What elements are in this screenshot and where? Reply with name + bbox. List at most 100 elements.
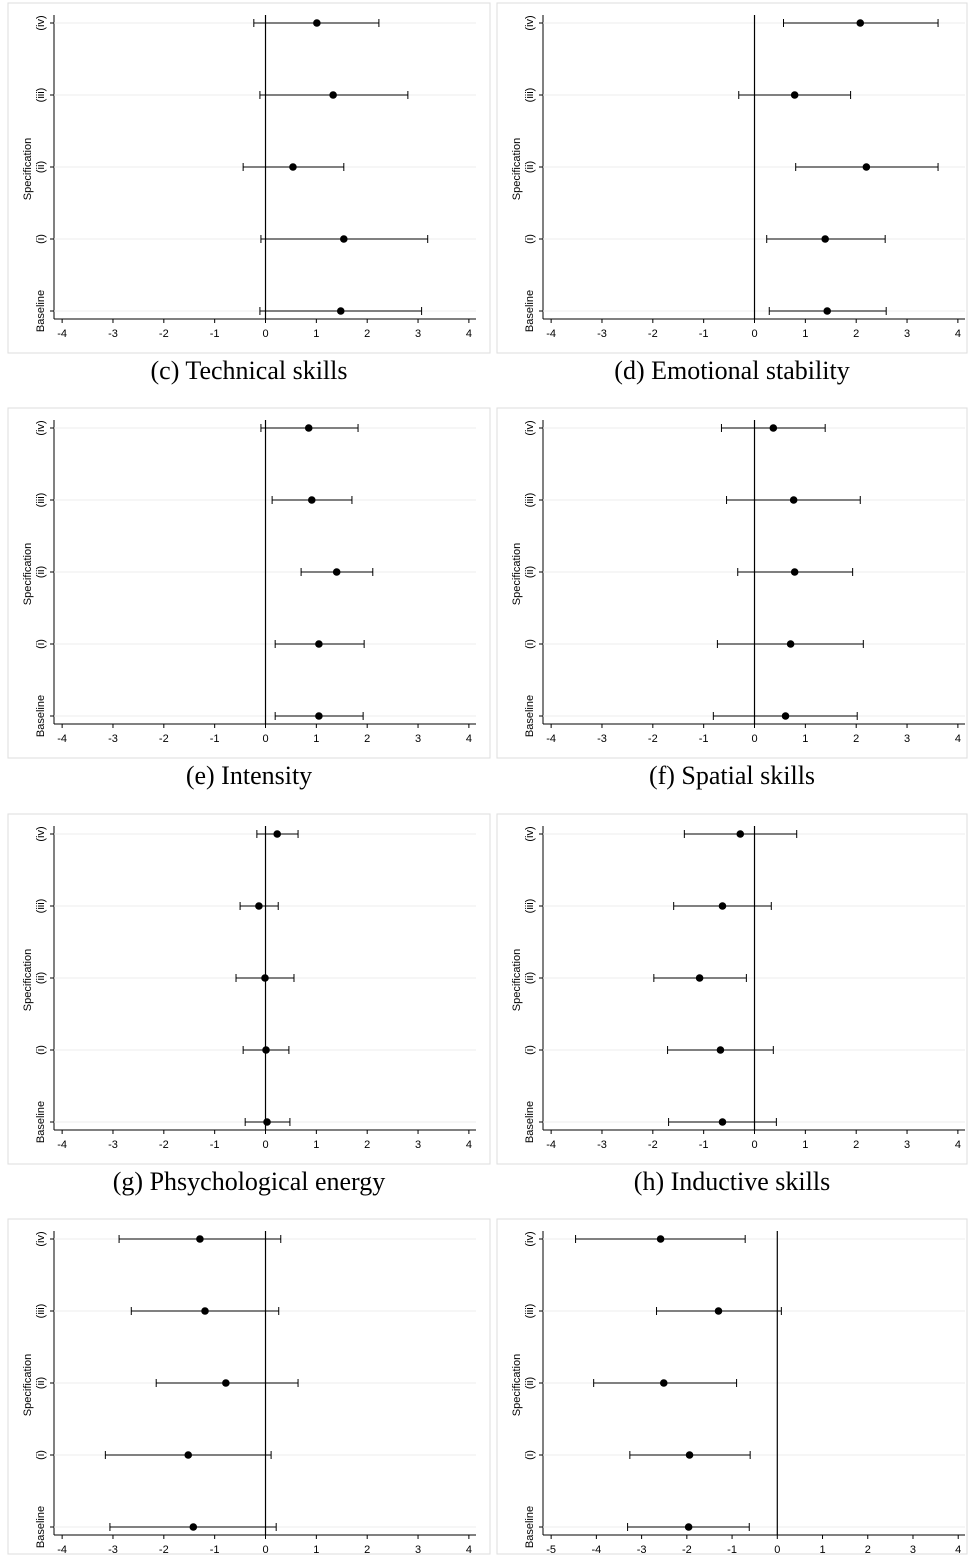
x-tick-label: 2 (364, 328, 370, 340)
y-tick-label: (ii) (35, 161, 47, 173)
x-tick-label: 4 (466, 1544, 472, 1555)
x-tick-label: 2 (364, 1139, 370, 1151)
x-tick-label: -1 (699, 733, 709, 745)
x-tick-label: 3 (415, 328, 421, 340)
y-tick-label: (i) (524, 1045, 536, 1055)
x-tick-label: -1 (210, 1139, 220, 1151)
x-tick-label: 0 (751, 733, 757, 745)
caption: (g) Phsychological energy (113, 1167, 385, 1196)
x-tick-label: 0 (262, 733, 268, 745)
point (340, 235, 348, 243)
x-tick-label: -4 (57, 1544, 67, 1555)
point (222, 1379, 230, 1387)
x-tick-label: 3 (904, 733, 910, 745)
x-tick-label: -2 (648, 328, 658, 340)
x-tick-label: -2 (682, 1544, 692, 1555)
point (659, 1379, 668, 1387)
y-tick-label: (iv) (524, 15, 536, 30)
x-tick-label: 0 (262, 1139, 268, 1151)
x-tick-label: 3 (904, 328, 910, 340)
y-tick-label: (iii) (524, 88, 536, 103)
caption: (d) Emotional stability (614, 356, 849, 385)
y-tick-label: (i) (524, 639, 536, 649)
point (856, 19, 865, 27)
x-tick-label: -3 (108, 1544, 118, 1555)
panel-frame (7, 1218, 491, 1555)
point (781, 712, 790, 720)
x-tick-label: 2 (865, 1544, 871, 1555)
point (304, 424, 313, 432)
point (332, 568, 341, 576)
point (336, 307, 345, 315)
x-tick-label: 1 (313, 1544, 319, 1555)
x-tick-label: -2 (159, 1139, 169, 1151)
y-tick-label: Baseline (35, 1101, 47, 1143)
y-tick-label: (iii) (35, 899, 47, 914)
y-tick-label: (iv) (35, 15, 47, 30)
y-axis-title: Specification (511, 949, 523, 1011)
x-tick-label: 1 (802, 1139, 808, 1151)
x-tick-label: -2 (159, 328, 169, 340)
point (716, 1046, 725, 1054)
x-tick-label: -4 (591, 1544, 601, 1555)
x-tick-label: 4 (466, 328, 472, 340)
point (255, 902, 263, 910)
x-tick-label: 0 (751, 328, 757, 340)
y-tick-label: (iii) (524, 493, 536, 508)
x-tick-label: -1 (699, 328, 709, 340)
x-tick-label: 1 (819, 1544, 825, 1555)
x-tick-label: 4 (955, 1139, 961, 1151)
point (315, 640, 323, 648)
panel-frame (496, 2, 968, 354)
x-tick-label: 0 (751, 1139, 757, 1151)
y-tick-label: (ii) (35, 566, 47, 578)
point (786, 640, 795, 648)
y-tick-label: (iii) (35, 88, 47, 103)
y-tick-label: (iv) (35, 420, 47, 435)
point (714, 1307, 723, 1315)
x-tick-label: 3 (904, 1139, 910, 1151)
x-tick-label: -1 (210, 733, 220, 745)
y-tick-label: (iii) (524, 899, 536, 914)
point (790, 568, 799, 576)
y-tick-label: (i) (35, 1045, 47, 1055)
point (289, 163, 297, 171)
point (862, 163, 871, 171)
y-tick-label: Baseline (524, 1506, 536, 1548)
x-tick-label: 2 (853, 1139, 859, 1151)
point (823, 307, 832, 315)
x-tick-label: 3 (910, 1544, 916, 1555)
x-tick-label: 2 (364, 733, 370, 745)
y-tick-label: (iv) (35, 1231, 47, 1246)
point (273, 830, 282, 838)
point (261, 974, 269, 982)
point (201, 1307, 209, 1315)
x-tick-label: -1 (210, 328, 220, 340)
y-tick-label: Baseline (524, 1101, 536, 1143)
x-tick-label: 4 (466, 733, 472, 745)
x-tick-label: -3 (108, 733, 118, 745)
y-tick-label: (i) (35, 639, 47, 649)
y-tick-label: (i) (35, 234, 47, 244)
y-tick-label: (i) (35, 1450, 47, 1460)
y-axis-title: Specification (511, 138, 523, 200)
x-tick-label: 2 (853, 328, 859, 340)
x-tick-label: 1 (802, 733, 808, 745)
x-tick-label: -2 (159, 1544, 169, 1555)
point (189, 1523, 198, 1531)
point (656, 1235, 665, 1243)
x-tick-label: -2 (648, 733, 658, 745)
point (313, 19, 321, 27)
panel-frame (7, 813, 491, 1165)
caption: (e) Intensity (186, 761, 312, 790)
y-tick-label: (ii) (524, 566, 536, 578)
x-tick-label: -5 (546, 1544, 556, 1555)
x-tick-label: 4 (955, 733, 961, 745)
y-axis-title: Specification (22, 543, 34, 605)
x-tick-label: -4 (546, 1139, 556, 1151)
y-tick-label: (i) (524, 1450, 536, 1460)
y-tick-label: Baseline (35, 695, 47, 737)
point (789, 496, 798, 504)
point (684, 1523, 693, 1531)
